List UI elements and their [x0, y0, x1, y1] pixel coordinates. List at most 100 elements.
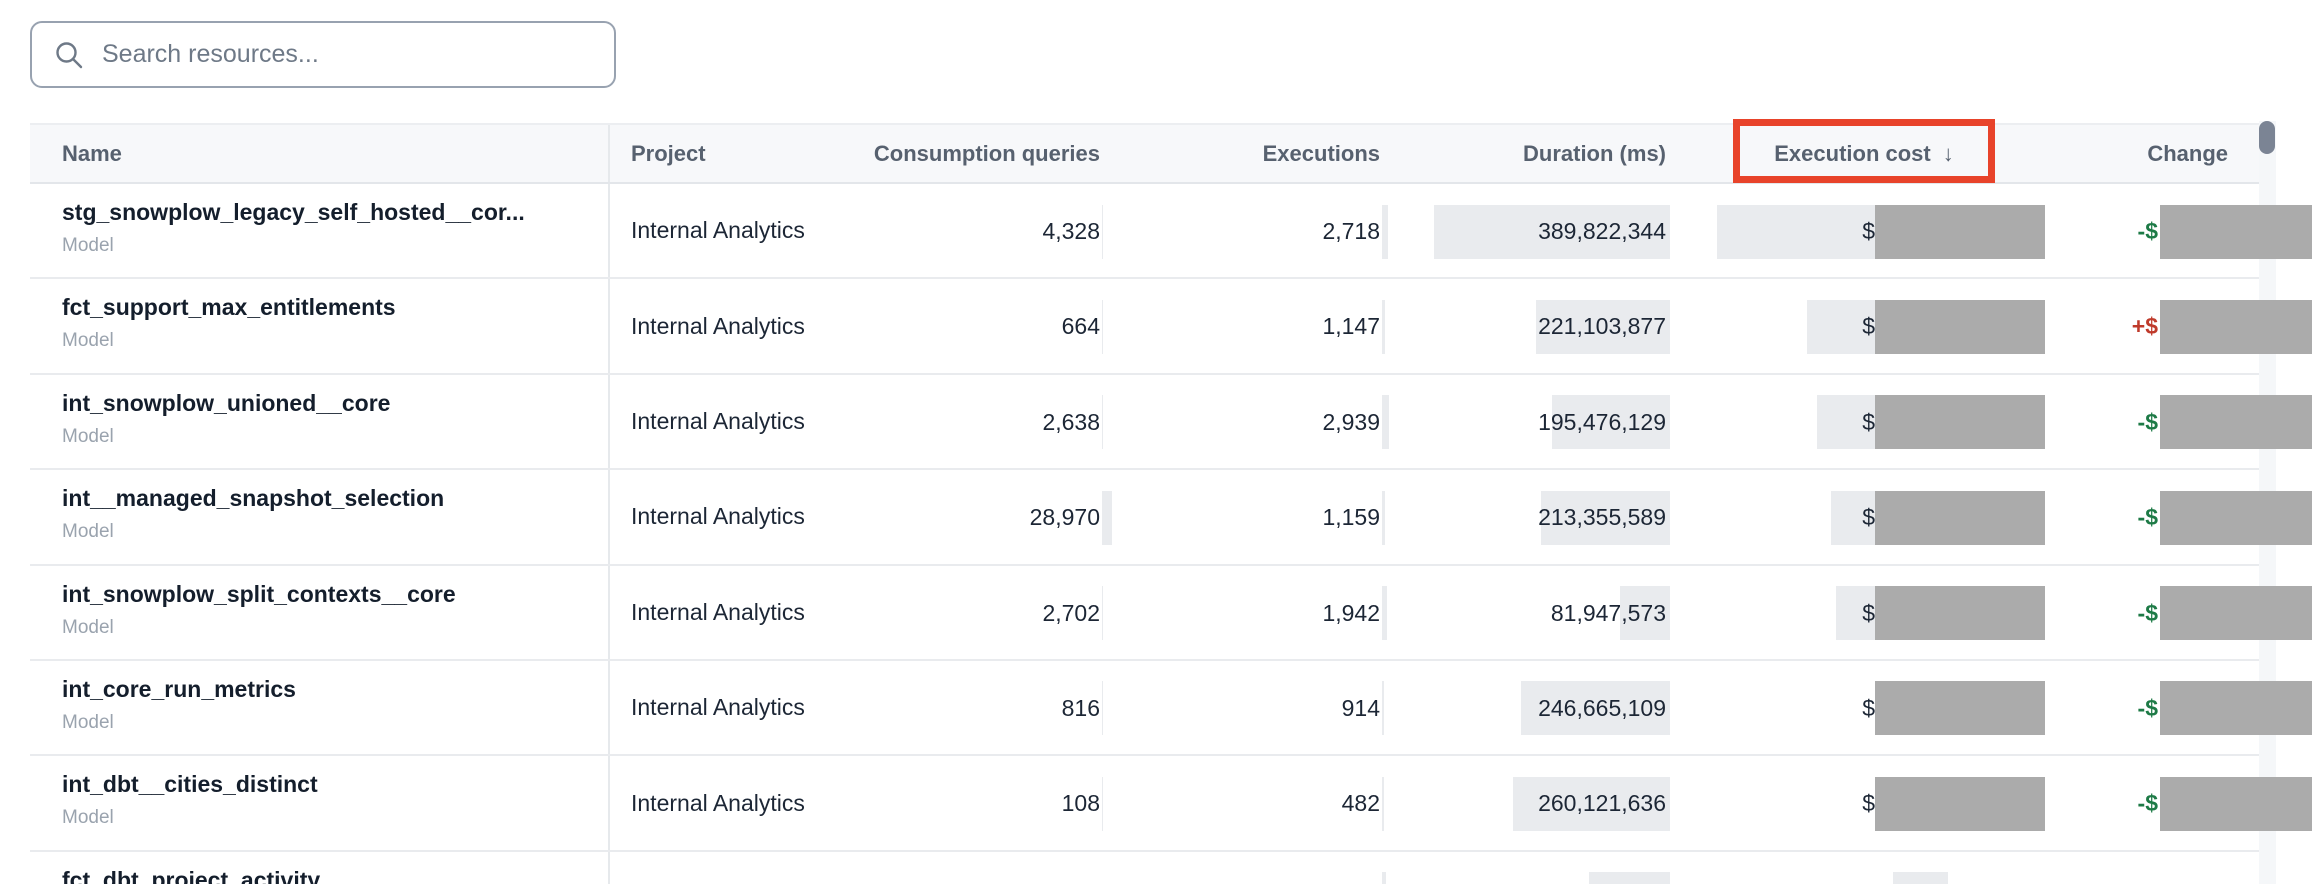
execution-cost-redaction-block [1875, 395, 2045, 450]
duration-bar [1589, 872, 1670, 884]
consumption-bar [1102, 395, 1103, 450]
search-box[interactable] [30, 21, 616, 88]
execution-cost-redaction-block [1875, 490, 2045, 545]
table-row[interactable]: int_dbt__cities_distinct Model Internal … [30, 756, 2312, 852]
consumption-bar [1102, 681, 1103, 736]
resource-name-link[interactable]: int_snowplow_unioned__core [62, 389, 391, 416]
name-column-divider [608, 565, 610, 659]
duration-bar [1536, 299, 1670, 354]
resource-type-label: Model [62, 521, 114, 543]
executions-bar [1382, 776, 1384, 831]
executions-cell: 1,147 [1322, 313, 1380, 340]
change-redaction-block [2160, 586, 2312, 641]
duration-cell: 213,355,589 [1538, 504, 1666, 531]
execution-cost-label: Execution cost [1774, 141, 1931, 166]
project-cell: Internal Analytics [631, 694, 805, 721]
executions-cell: 914 [1341, 694, 1380, 721]
table-row[interactable]: fct_support_max_entitlements Model Inter… [30, 279, 2312, 375]
execution-cost-redaction-block [1875, 299, 2045, 354]
duration-cell: 195,476,129 [1538, 408, 1666, 435]
resource-type-label: Model [62, 711, 114, 733]
table-row[interactable]: int__managed_snapshot_selection Model In… [30, 470, 2312, 566]
executions-cell: 1,942 [1322, 599, 1380, 626]
resource-type-label: Model [62, 330, 114, 352]
column-header-change[interactable]: Change [2147, 141, 2228, 166]
change-redaction-block [2160, 776, 2312, 831]
execution-cost-redaction-block [1875, 681, 2045, 736]
column-header-name[interactable]: Name [62, 141, 122, 166]
resource-name-link[interactable]: int_snowplow_split_contexts__core [62, 580, 456, 607]
table-row[interactable]: int_snowplow_unioned__core Model Interna… [30, 374, 2312, 471]
duration-bar [1434, 204, 1670, 259]
change-prefix: +$ [2131, 313, 2158, 340]
project-cell: Internal Analytics [631, 312, 805, 339]
project-cell: Internal Analytics [631, 598, 805, 625]
consumption-bar [1102, 204, 1103, 259]
sort-desc-icon: ↓ [1942, 141, 1954, 166]
executions-cell: 2,939 [1322, 408, 1380, 435]
column-header-project[interactable]: Project [631, 141, 706, 166]
duration-cell: 246,665,109 [1538, 694, 1666, 721]
column-header-execution-cost[interactable]: Execution cost ↓ [1735, 125, 1993, 182]
duration-cell: 221,103,877 [1538, 313, 1666, 340]
consumption-bar [1102, 776, 1103, 831]
table-row[interactable]: int_core_run_metrics Model Internal Anal… [30, 660, 2312, 757]
executions-cell: 482 [1341, 790, 1380, 817]
table-body: stg_snowplow_legacy_self_hosted__cor... … [30, 184, 2312, 884]
change-prefix: -$ [2137, 599, 2158, 626]
change-redaction-block [2160, 490, 2312, 545]
column-header-executions[interactable]: Executions [1262, 141, 1380, 166]
name-column-divider [608, 374, 610, 469]
change-prefix: -$ [2137, 408, 2158, 435]
executions-cell: 2,718 [1322, 218, 1380, 244]
resource-type-label: Model [62, 235, 114, 256]
execution-cost-currency-prefix: $ [1862, 694, 1875, 721]
consumption-queries-cell: 28,970 [1029, 504, 1100, 531]
search-icon [56, 41, 83, 68]
duration-bar [1521, 681, 1670, 736]
consumption-bar [1102, 586, 1103, 641]
resource-name-link[interactable]: int__managed_snapshot_selection [62, 485, 445, 512]
resource-name-link[interactable]: int_core_run_metrics [62, 675, 296, 702]
consumption-bar [1102, 490, 1112, 545]
table-row[interactable]: stg_snowplow_legacy_self_hosted__cor... … [30, 184, 2312, 280]
resource-name-link[interactable]: fct_dbt_project_activity [62, 866, 321, 884]
resource-name-link[interactable]: fct_support_max_entitlements [62, 294, 396, 321]
executions-bar [1382, 872, 1386, 884]
execution-cost-redaction-block [1875, 586, 2045, 641]
project-cell: Internal Analytics [631, 407, 805, 434]
change-prefix: -$ [2137, 694, 2158, 721]
search-input[interactable] [100, 39, 614, 70]
table-row-partial[interactable]: fct_dbt_project_activity [30, 851, 2260, 884]
name-column-divider [608, 279, 610, 373]
executions-bar [1382, 395, 1389, 450]
duration-cell: 81,947,573 [1550, 599, 1666, 626]
project-cell: Internal Analytics [631, 217, 805, 244]
resource-name-link[interactable]: stg_snowplow_legacy_self_hosted__cor... [62, 199, 525, 225]
column-header-duration[interactable]: Duration (ms) [1523, 141, 1666, 166]
resource-type-label: Model [62, 807, 114, 829]
execution-cost-redaction-block [1875, 776, 2045, 831]
table-row[interactable]: int_snowplow_split_contexts__core Model … [30, 565, 2312, 661]
name-column-divider [608, 756, 610, 850]
change-redaction-block [2160, 204, 2312, 259]
change-prefix: -$ [2137, 504, 2158, 531]
execution-cost-currency-prefix: $ [1862, 599, 1875, 626]
column-header-consumption-queries[interactable]: Consumption queries [873, 141, 1100, 166]
duration-cell: 260,121,636 [1538, 790, 1666, 817]
change-redaction-block [2160, 681, 2312, 736]
scrollbar-thumb[interactable] [2259, 121, 2275, 154]
consumption-queries-cell: 664 [1061, 313, 1100, 340]
consumption-queries-cell: 2,638 [1042, 408, 1100, 435]
change-redaction-block [2160, 395, 2312, 450]
duration-bar [1541, 490, 1670, 545]
executions-bar [1382, 681, 1384, 736]
name-column-divider [608, 660, 610, 755]
executions-bar [1382, 586, 1387, 641]
resource-name-link[interactable]: int_dbt__cities_distinct [62, 771, 318, 798]
annotation-highlight-box [1733, 119, 1995, 183]
execution-cost-currency-prefix: $ [1862, 218, 1875, 244]
execution-cost-currency-prefix: $ [1862, 408, 1875, 435]
resource-type-label: Model [62, 616, 114, 638]
change-prefix: -$ [2137, 218, 2158, 244]
